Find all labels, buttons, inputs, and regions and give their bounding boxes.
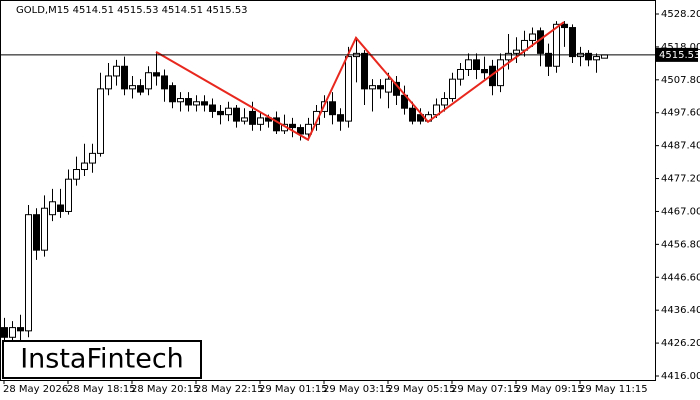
candle-body <box>569 27 576 58</box>
y-tick-label: 4528.20 <box>661 9 700 20</box>
candle-body <box>49 201 56 216</box>
candle-body <box>345 56 352 122</box>
candle-body <box>305 123 312 135</box>
candle-body <box>225 107 232 116</box>
candle-body <box>113 65 120 77</box>
x-tick-label: 28 May 20:15 <box>131 384 200 395</box>
candle-body <box>593 56 600 61</box>
chart-header: GOLD,M15 4514.51 4515.53 4514.51 4515.53 <box>16 5 248 16</box>
candle-body <box>441 98 448 106</box>
candle-body <box>473 59 480 70</box>
candle-body <box>65 178 72 212</box>
candle-body <box>89 152 96 164</box>
candle-body <box>409 107 416 122</box>
y-tick-label: 4456.80 <box>661 239 700 250</box>
candle-body <box>209 104 216 112</box>
candle-body <box>289 123 296 129</box>
candle-body <box>377 85 384 90</box>
logo-box <box>2 340 202 379</box>
candle-body <box>457 68 464 80</box>
y-tick-label: 4416.00 <box>661 371 700 382</box>
candle-body <box>169 85 176 103</box>
candle-body <box>481 68 488 74</box>
candle-body <box>73 169 80 180</box>
x-tick-label: 29 May 05:15 <box>387 384 456 395</box>
candle-body <box>121 65 128 90</box>
candle-body <box>97 88 104 154</box>
candle-body <box>561 23 568 29</box>
candle-body <box>465 59 472 70</box>
y-tick-label: 4487.40 <box>661 141 700 152</box>
x-tick-label: 29 May 11:15 <box>579 384 648 395</box>
candle-body <box>513 49 520 54</box>
x-tick-label: 28 May 18:15 <box>67 384 136 395</box>
candle-body <box>9 327 16 338</box>
current-price-box <box>656 47 698 62</box>
pattern-line <box>155 21 565 142</box>
candle-body <box>57 204 64 212</box>
candle-body <box>505 52 512 61</box>
candle-body <box>385 78 392 93</box>
candle-body <box>193 101 200 106</box>
x-tick-label: 29 May 07:15 <box>451 384 520 395</box>
candle-body <box>17 327 24 332</box>
y-tick-label: 4497.60 <box>661 108 700 119</box>
candle-body <box>129 85 136 90</box>
candle-body <box>313 110 320 125</box>
candle-body <box>25 214 32 332</box>
y-tick-label: 4446.60 <box>661 272 700 283</box>
candle-body <box>33 214 40 251</box>
candle-body <box>361 52 368 90</box>
candle-body <box>137 85 144 93</box>
x-tick-label: 28 May 2026 <box>3 384 68 395</box>
candle-body <box>217 110 224 116</box>
candle-body <box>145 72 152 90</box>
x-tick-label: 29 May 09:15 <box>515 384 584 395</box>
y-tick-label: 4507.80 <box>661 75 700 86</box>
candle-body <box>529 33 536 41</box>
x-tick-label: 29 May 03:15 <box>323 384 392 395</box>
candle-body <box>497 59 504 87</box>
current-price-label: 4515.53 <box>659 50 700 61</box>
candle-body <box>161 75 168 90</box>
candle-body <box>81 162 88 171</box>
candle-body <box>201 101 208 106</box>
candle-body <box>257 117 264 125</box>
x-tick-label: 29 May 01:15 <box>259 384 328 395</box>
candle-body <box>1 327 8 338</box>
candle-body <box>545 52 552 67</box>
candle-body <box>241 117 248 122</box>
candle-body <box>553 23 560 67</box>
x-tick-label: 28 May 22:15 <box>195 384 264 395</box>
candle-body <box>185 98 192 106</box>
candle-body <box>249 110 256 125</box>
logo: InstaFintech <box>20 344 184 375</box>
candle-body <box>449 78 456 100</box>
candle-body <box>41 207 48 251</box>
candle-body <box>585 52 592 61</box>
candle-body <box>177 98 184 103</box>
candle-body <box>297 127 304 135</box>
candle-body <box>329 101 336 116</box>
candle-body <box>369 85 376 90</box>
y-tick-label: 4426.20 <box>661 338 700 349</box>
y-tick-label: 4518.00 <box>661 42 700 53</box>
y-tick-label: 4477.20 <box>661 174 700 185</box>
candle-body <box>233 107 240 122</box>
y-tick-label: 4436.40 <box>661 305 700 316</box>
candle-body <box>337 114 344 122</box>
candle-body <box>153 72 160 77</box>
candle-body <box>105 75 112 90</box>
y-tick-label: 4467.00 <box>661 206 700 217</box>
